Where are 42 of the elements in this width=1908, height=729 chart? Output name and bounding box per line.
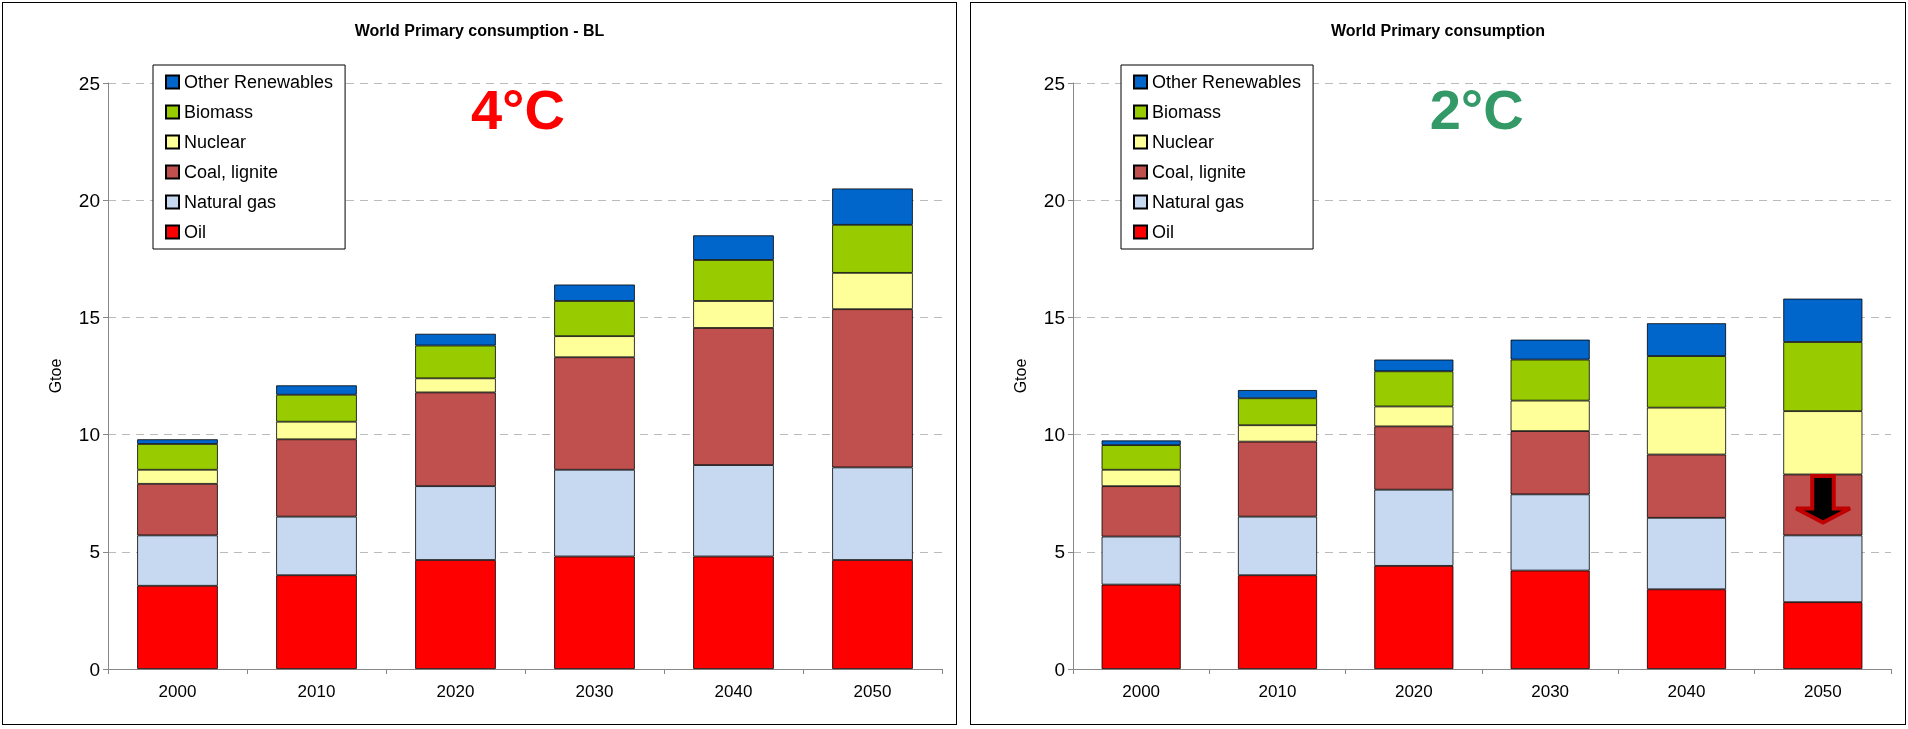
- legend-label: Biomass: [1152, 102, 1222, 122]
- x-tick-label: 2050: [1803, 682, 1842, 701]
- y-tick-label: 25: [1043, 72, 1065, 94]
- y-tick-label: 10: [78, 424, 100, 446]
- legend-label: Natural gas: [1152, 192, 1245, 212]
- x-tick-label: 2010: [1258, 682, 1297, 701]
- legend-label: Natural gas: [184, 192, 277, 212]
- y-tick-label: 25: [78, 72, 100, 94]
- legend-label: Other Renewables: [184, 72, 334, 92]
- y-tick-label: 0: [89, 658, 100, 680]
- y-tick-label: 5: [89, 541, 100, 563]
- y-tick-label: 0: [1054, 658, 1065, 680]
- chart-title: World Primary consumption: [1331, 21, 1545, 39]
- x-tick-label: 2000: [158, 682, 197, 701]
- y-axis-title: Gtoe: [46, 358, 64, 394]
- legend-label: Coal, lignite: [1152, 162, 1247, 182]
- x-tick-label: 2010: [297, 682, 336, 701]
- y-tick-label: 5: [1054, 541, 1065, 563]
- x-tick-label: 2040: [1667, 682, 1706, 701]
- x-tick-label: 2020: [1394, 682, 1433, 701]
- legend-label: Nuclear: [184, 132, 247, 152]
- y-axis-title: Gtoe: [1011, 358, 1029, 394]
- legend-label: Nuclear: [1152, 132, 1215, 152]
- y-tick-label: 15: [78, 306, 100, 328]
- legend-label: Biomass: [184, 102, 254, 122]
- x-tick-label: 2030: [575, 682, 614, 701]
- x-tick-label: 2020: [436, 682, 475, 701]
- y-tick-label: 20: [78, 189, 100, 211]
- y-tick-label: 15: [1043, 306, 1065, 328]
- annotation: 4°C: [470, 77, 565, 141]
- legend-label: Other Renewables: [1152, 72, 1302, 92]
- x-tick-label: 2040: [714, 682, 753, 701]
- legend-label: Oil: [184, 222, 206, 242]
- x-tick-label: 2050: [853, 682, 892, 701]
- y-tick-label: 20: [1043, 189, 1065, 211]
- legend-label: Oil: [1152, 222, 1174, 242]
- x-tick-label: 2030: [1531, 682, 1570, 701]
- y-tick-label: 10: [1043, 424, 1065, 446]
- annotation: 2°C: [1429, 77, 1524, 141]
- legend-label: Coal, lignite: [184, 162, 279, 182]
- chart-title: World Primary consumption - BL: [354, 21, 605, 39]
- x-tick-label: 2000: [1122, 682, 1161, 701]
